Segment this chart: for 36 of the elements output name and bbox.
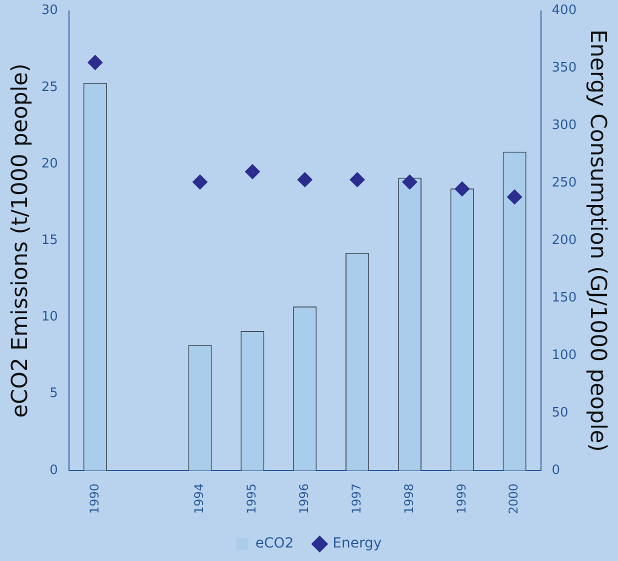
y-tick-label: 15 [41, 233, 58, 248]
y2-tick-label: 50 [552, 405, 568, 420]
y2-tick-label: 0 [552, 462, 560, 478]
point [454, 181, 470, 196]
point [402, 174, 418, 190]
point [297, 172, 312, 188]
point [192, 174, 208, 190]
y2-tick-label: 300 [552, 118, 577, 134]
legend-label: Energy [332, 536, 382, 552]
point [350, 172, 365, 188]
y2-tick-label: 350 [552, 60, 577, 76]
y-tick-label: 20 [41, 156, 58, 172]
x-tick-label: 1997 [349, 483, 364, 514]
y2-tick-label: 150 [552, 290, 577, 306]
y2-tick-label: 250 [552, 176, 577, 191]
y-tick-label: 30 [41, 3, 58, 18]
y-tick-label: 0 [50, 462, 58, 478]
y2-axis-title: Energy Consumption (GJ/1000 people) [585, 29, 610, 452]
y2-tick-label: 100 [552, 348, 577, 363]
y2-tick-label: 200 [552, 233, 577, 248]
y-tick-label: 5 [50, 386, 58, 402]
point [244, 164, 260, 180]
y2-tick-label: 400 [552, 3, 577, 18]
y-tick-label: 10 [41, 310, 58, 325]
x-tick-label: 2000 [506, 483, 521, 514]
x-tick-label: 1995 [244, 483, 259, 514]
x-tick-label: 1996 [296, 483, 311, 514]
x-tick-label: 1994 [192, 483, 206, 514]
point [507, 189, 522, 204]
legend-label: eCO2 [255, 536, 294, 552]
y-axis-title: eCO2 Emissions (t/1000 people) [8, 63, 33, 418]
x-tick-label: 1999 [454, 483, 468, 514]
x-tick-label: 1998 [402, 483, 416, 514]
point [88, 55, 103, 70]
y-tick-label: 25 [41, 80, 58, 95]
x-tick-label: 1990 [87, 483, 102, 514]
